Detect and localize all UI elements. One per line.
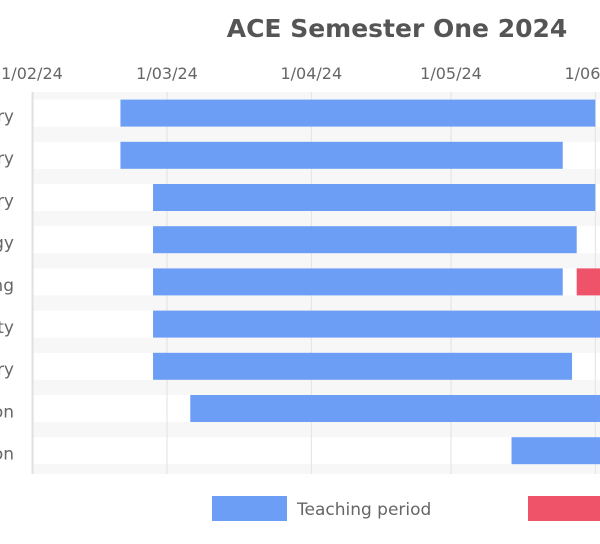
category-label: on: [0, 445, 14, 465]
gantt-bar: [153, 310, 600, 338]
category-label: ry: [0, 107, 14, 127]
legend-swatch: [528, 496, 600, 521]
x-tick-label: 1/05/24: [420, 64, 482, 83]
category-label: gy: [0, 234, 14, 254]
gantt-bar: [190, 395, 600, 422]
legend: Teaching period: [212, 496, 600, 521]
legend-label: Teaching period: [296, 500, 431, 520]
x-tick-label: 1/03/24: [136, 64, 198, 83]
gantt-bar: [153, 184, 596, 211]
gantt-bar: [153, 352, 573, 380]
gantt-bar: [511, 437, 600, 465]
category-labels: ry ry ry gy ng ty ry on on: [0, 107, 14, 465]
category-label: ry: [0, 149, 14, 169]
category-label: ry: [0, 360, 14, 380]
chart-title: ACE Semester One 2024: [226, 14, 568, 43]
category-label: ng: [0, 276, 14, 296]
category-label: on: [0, 402, 14, 422]
gantt-bar: [120, 141, 563, 169]
row-band: [33, 437, 600, 465]
x-tick-label: 1/02/24: [1, 64, 63, 83]
gantt-bar: [153, 268, 563, 296]
x-tick-label: 1/06/24: [564, 64, 600, 83]
x-axis-tick-labels: 1/02/24 1/03/24 1/04/24 1/05/24 1/06/24: [1, 64, 600, 83]
gantt-bar: [576, 268, 600, 296]
legend-swatch: [212, 496, 287, 521]
gantt-bar: [153, 226, 577, 254]
gantt-bar: [120, 99, 596, 127]
x-tick-label: 1/04/24: [280, 64, 342, 83]
bars: [120, 99, 600, 465]
category-label: ty: [0, 318, 14, 338]
category-label: ry: [0, 191, 14, 211]
